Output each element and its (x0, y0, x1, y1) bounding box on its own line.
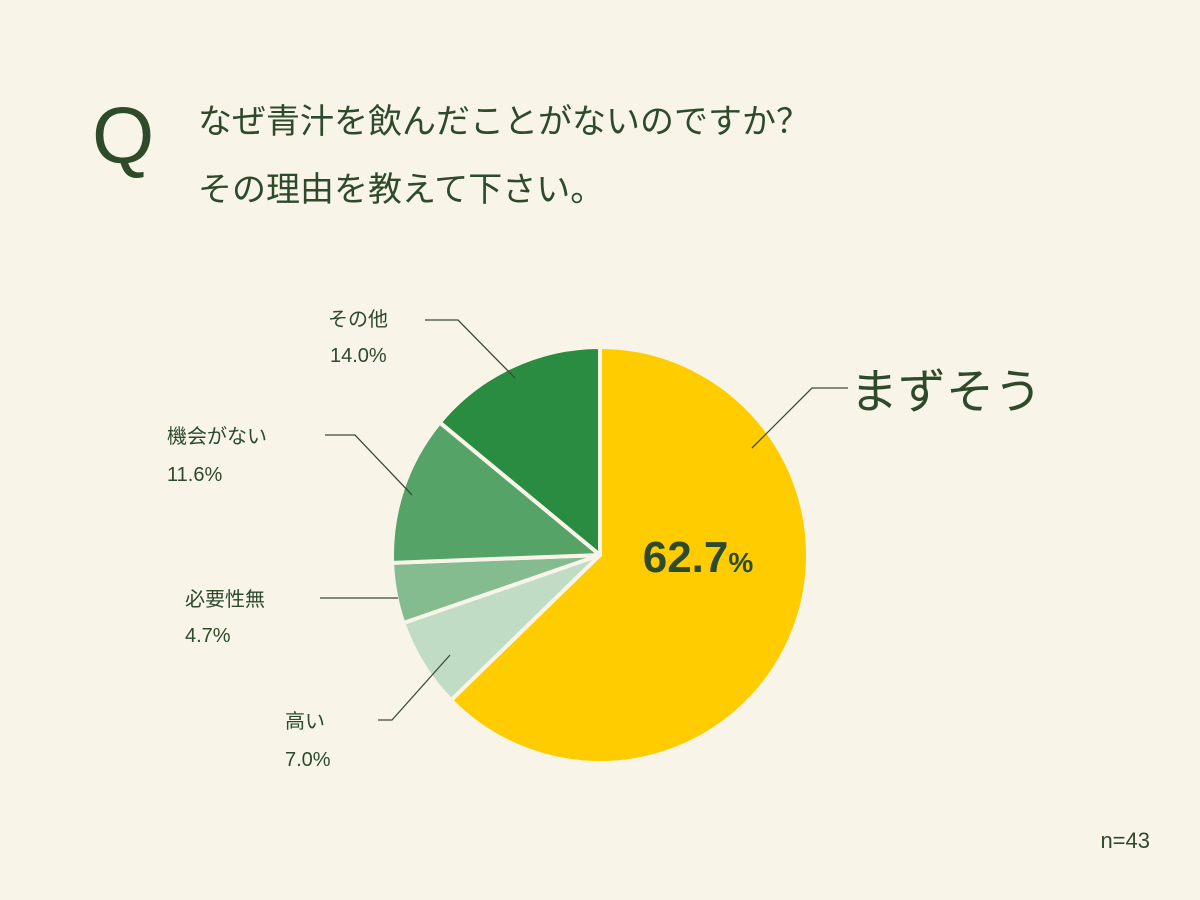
slice-label: 高い (285, 709, 325, 733)
slice-label: 機会がない (167, 424, 267, 448)
slice-value: 14.0% (330, 345, 387, 367)
pie-slice (449, 345, 810, 765)
slice-value: 4.7% (185, 625, 231, 647)
slice-value: 11.6% (167, 464, 222, 486)
slice-label: まずそう (850, 364, 1042, 420)
question-text: なぜ青汁を飲んだことがないのですか？ その理由を教えて下さい。 (198, 88, 810, 224)
pie-slice (390, 420, 602, 565)
slice-label: 必要性無 (185, 587, 265, 611)
pie-slice (437, 345, 602, 557)
slice-value: 7.0% (285, 749, 331, 771)
slice-label: その他 (328, 307, 388, 331)
question-line-1: なぜ青汁を飲んだことがないのですか？ (198, 102, 810, 142)
sample-size: n=43 (1100, 828, 1150, 853)
leader-line (425, 319, 516, 379)
question-mark: Q (92, 91, 155, 180)
leader-line (751, 387, 848, 449)
leader-line (325, 434, 413, 496)
question-line-2: その理由を教えて下さい。 (198, 170, 605, 210)
leader-line (378, 654, 451, 721)
main-slice-value: 62.7% (643, 533, 754, 582)
